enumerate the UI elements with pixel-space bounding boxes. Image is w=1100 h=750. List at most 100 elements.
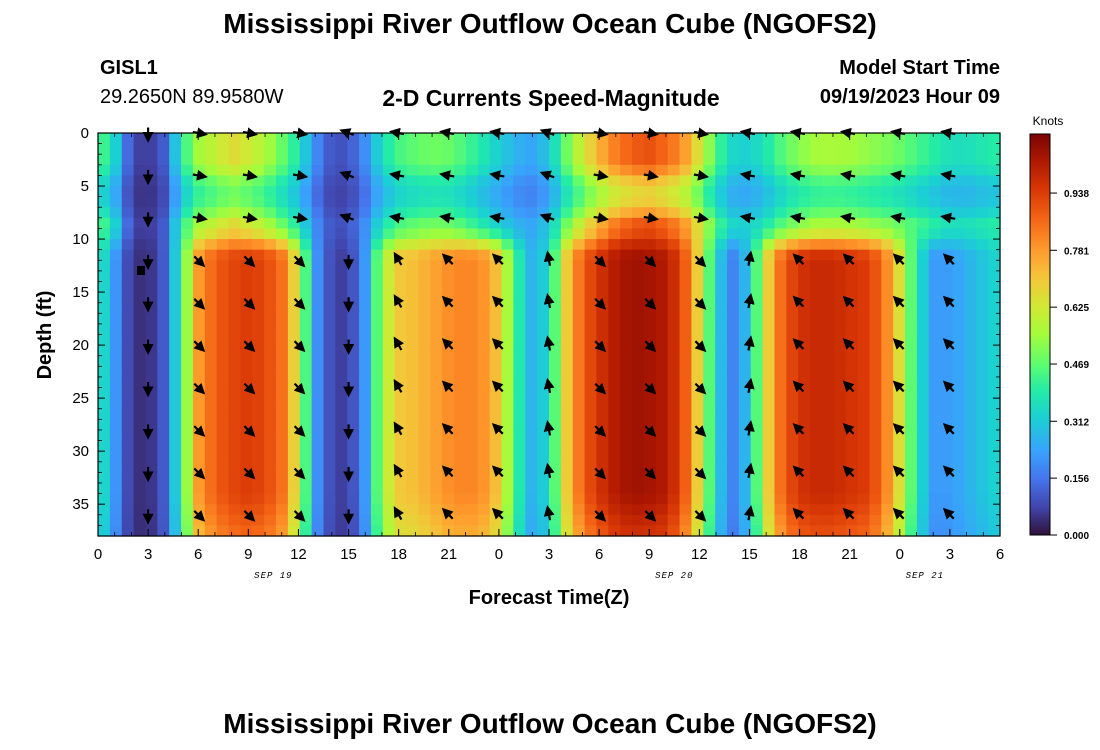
heatmap-cell [940, 260, 954, 272]
heatmap-cell [121, 228, 135, 240]
heatmap-cell [857, 419, 871, 431]
heatmap-cell [537, 313, 550, 325]
heatmap-cell [299, 249, 313, 261]
heatmap-cell [655, 525, 669, 537]
heatmap-cell [311, 323, 325, 336]
heatmap-cell [798, 164, 811, 177]
heatmap-cell [513, 366, 526, 378]
heatmap-cell [762, 292, 776, 304]
heatmap-cell [560, 493, 574, 505]
heatmap-cell [299, 133, 313, 145]
heatmap-cell [643, 398, 657, 410]
heatmap-cell [560, 451, 574, 463]
heatmap-cell [786, 292, 799, 304]
heatmap-cell [964, 154, 977, 166]
heatmap-cell [204, 461, 218, 473]
heatmap-cell [869, 292, 882, 304]
heatmap-cell [928, 387, 942, 399]
heatmap-cell [988, 398, 1001, 410]
heatmap-cell [477, 217, 491, 230]
heatmap-cell [679, 133, 693, 145]
heatmap-cell [893, 451, 906, 463]
heatmap-cell [786, 429, 799, 442]
heatmap-cell [715, 239, 728, 251]
heatmap-cell [905, 270, 918, 283]
heatmap-cell [157, 217, 170, 230]
heatmap-cell [525, 366, 538, 378]
heatmap-cell [133, 186, 147, 198]
heatmap-cell [632, 440, 645, 452]
heatmap-cell [264, 186, 277, 198]
heatmap-cell [121, 175, 135, 187]
heatmap-cell [323, 164, 336, 177]
heatmap-cell [821, 429, 835, 442]
heatmap-cell [133, 451, 147, 463]
heatmap-cell [727, 143, 740, 155]
heatmap-cell [857, 355, 871, 367]
heatmap-cell [679, 313, 693, 325]
current-arrow [743, 377, 755, 394]
heatmap-cell [596, 270, 609, 283]
heatmap-cell [537, 451, 550, 463]
heatmap-cell [323, 387, 336, 399]
heatmap-cell [608, 186, 621, 198]
heatmap-cell [560, 175, 574, 187]
heatmap-cell [181, 429, 194, 442]
heatmap-cell [584, 366, 598, 378]
heatmap-cell [655, 504, 669, 516]
heatmap-cell [240, 270, 253, 283]
heatmap-cell [109, 154, 123, 166]
heatmap-cell [216, 461, 230, 473]
heatmap-cell [204, 133, 218, 145]
heatmap-cell [216, 525, 230, 537]
heatmap-cell [940, 281, 954, 293]
heatmap-cell [406, 451, 420, 463]
heatmap-cell [406, 461, 420, 473]
heatmap-cell [513, 249, 526, 261]
heatmap-cell [228, 376, 242, 389]
heatmap-cell [643, 292, 657, 304]
heatmap-cell [359, 419, 372, 431]
heatmap-cell [774, 217, 787, 230]
heatmap-cell [454, 302, 467, 314]
heatmap-cell [133, 133, 147, 145]
heatmap-cell [976, 376, 989, 389]
heatmap-cell [952, 482, 965, 495]
heatmap-cell [821, 249, 835, 261]
heatmap-cell [549, 154, 562, 166]
heatmap-cell [821, 504, 835, 516]
heatmap-cell [228, 419, 242, 431]
current-arrow [842, 338, 855, 350]
heatmap-cell [655, 493, 669, 505]
current-arrow [543, 377, 555, 394]
heatmap-cell [703, 408, 716, 420]
heatmap-cell [881, 514, 894, 526]
heatmap-cell [287, 186, 301, 198]
heatmap-cell [869, 175, 882, 187]
x-tick-label: 9 [244, 546, 252, 563]
current-arrow [439, 170, 455, 182]
heatmap-cell [430, 461, 443, 473]
heatmap-cell [798, 270, 811, 283]
current-arrow [543, 292, 555, 309]
current-arrow [292, 169, 309, 181]
heatmap-cell [940, 334, 954, 346]
heatmap-cell [727, 525, 740, 537]
heatmap-cell [299, 461, 313, 473]
heatmap-cell [121, 493, 135, 505]
heatmap-cell [145, 186, 158, 198]
heatmap-cell [252, 228, 265, 240]
heatmap-cell [928, 323, 942, 336]
heatmap-cell [204, 408, 218, 420]
heatmap-cell [323, 196, 336, 208]
heatmap-cell [370, 387, 384, 399]
heatmap-cell [382, 398, 396, 410]
heatmap-cell [418, 398, 431, 410]
colorbar-label: Knots [1033, 114, 1064, 128]
heatmap-cell [869, 239, 882, 251]
heatmap-cell [252, 207, 265, 219]
heatmap-cell [157, 472, 170, 484]
heatmap-cell [845, 143, 859, 155]
heatmap-cell [869, 154, 882, 166]
heatmap-cell [133, 429, 147, 442]
